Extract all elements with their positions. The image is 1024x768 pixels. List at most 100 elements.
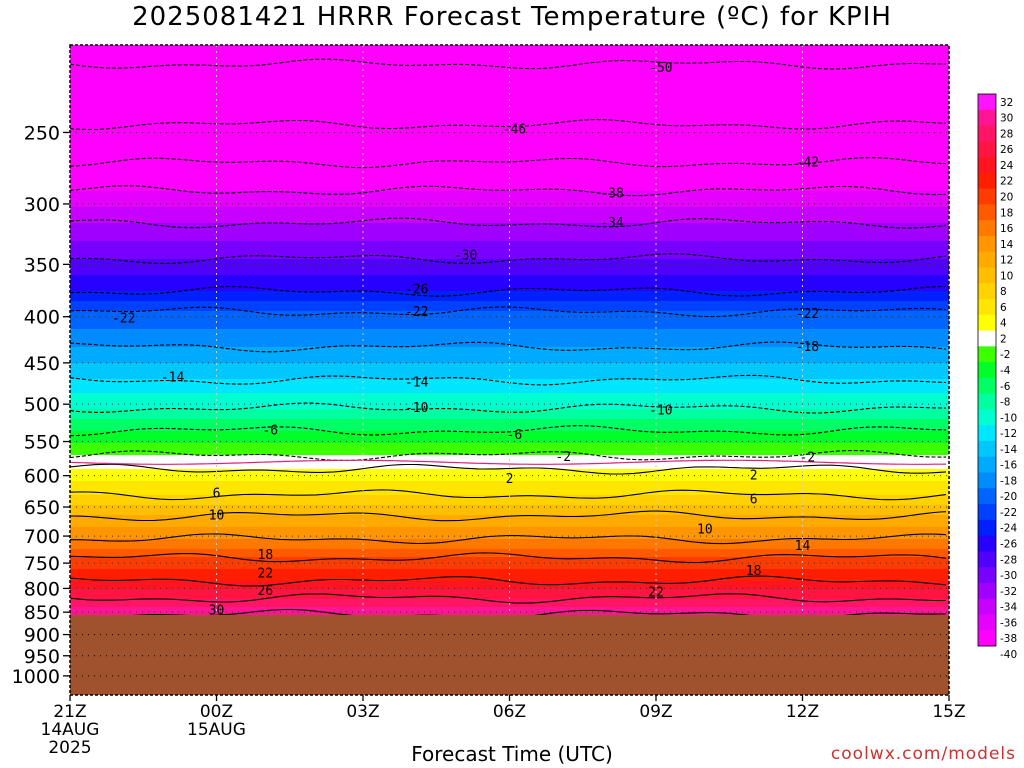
temperature-band	[70, 379, 949, 382]
colorbar-swatch	[978, 346, 996, 363]
temperature-band	[70, 187, 949, 190]
contour-label: -26	[405, 282, 428, 297]
temperature-band	[70, 101, 949, 104]
temperature-band	[70, 607, 949, 610]
isotherm-dashed	[70, 285, 947, 297]
temperature-band	[70, 397, 949, 400]
site-credit: coolwx.com/models	[830, 744, 1016, 764]
colorbar-label: -38	[1000, 633, 1017, 645]
x-tick-label: 06Z	[493, 702, 526, 722]
colorbar-label: -20	[1000, 491, 1017, 503]
temperature-band	[70, 97, 949, 100]
y-tick-label: 400	[24, 307, 60, 329]
x-tick-label: 09Z	[639, 702, 672, 722]
temperature-band	[70, 415, 949, 418]
isotherm-solid	[70, 575, 947, 587]
temperature-band	[70, 535, 949, 538]
temperature-band	[70, 119, 949, 122]
contour-label: -10	[405, 401, 428, 416]
temperature-band	[70, 323, 949, 326]
isotherm-dashed	[70, 341, 947, 353]
isotherm-dashed	[70, 253, 947, 265]
temperature-band	[70, 215, 949, 218]
temperature-band	[70, 595, 949, 598]
isotherm-solid	[70, 593, 947, 604]
temperature-band	[70, 175, 949, 178]
colorbar-swatch	[978, 314, 996, 331]
y-tick-label: 300	[24, 194, 60, 216]
colorbar-swatch	[978, 504, 996, 521]
contour-label: -18	[796, 340, 819, 355]
contour-label: 2	[506, 472, 514, 487]
temperature-band	[70, 481, 949, 484]
colorbar-label: -26	[1000, 538, 1017, 550]
colorbar-label: 14	[1000, 239, 1014, 251]
temperature-band	[70, 193, 949, 196]
temperature-band	[70, 421, 949, 424]
colorbar-label: -6	[1000, 381, 1011, 393]
temperature-band	[70, 353, 949, 356]
temperature-band	[70, 295, 949, 298]
colorbar-swatch	[978, 519, 996, 536]
colorbar-label: 30	[1000, 113, 1013, 125]
contour-label: -30	[454, 248, 477, 263]
x-tick-label: 03Z	[346, 702, 379, 722]
temperature-band	[70, 223, 949, 226]
temperature-band	[70, 355, 949, 358]
temperature-band	[70, 331, 949, 334]
colorbar-swatch	[978, 283, 996, 300]
temperature-band	[70, 499, 949, 502]
temperature-band	[70, 485, 949, 488]
temperature-band	[70, 359, 949, 362]
temperature-band	[70, 211, 949, 214]
contour-label: -6	[507, 428, 523, 443]
colorbar-swatch	[978, 440, 996, 458]
y-tick-label: 450	[24, 353, 60, 375]
colorbar-label: 2	[1000, 333, 1007, 345]
colorbar-swatch	[978, 409, 996, 426]
isotherm-dashed	[70, 58, 947, 70]
temperature-band	[70, 449, 949, 452]
contour-label: 30	[209, 603, 225, 618]
y-tick-label: 1000	[12, 666, 60, 688]
temperature-band	[70, 475, 949, 478]
temperature-band	[70, 85, 949, 88]
isotherm-dashed	[70, 374, 947, 386]
temperature-band	[70, 253, 949, 256]
y-tick-label: 550	[24, 432, 60, 454]
temperature-band	[70, 521, 949, 524]
isotherm-dashed	[70, 306, 947, 318]
temperature-band	[70, 473, 949, 476]
temperature-band	[70, 289, 949, 292]
temperature-band	[70, 305, 949, 308]
colorbar-label: -16	[1000, 460, 1017, 472]
contour-label: 10	[697, 522, 713, 537]
temperature-band	[70, 451, 949, 454]
temperature-band	[70, 437, 949, 440]
temperature-band	[70, 209, 949, 212]
temperature-band	[70, 565, 949, 568]
temperature-band	[70, 455, 949, 458]
temperature-band	[70, 47, 949, 50]
temperature-band	[70, 275, 949, 278]
temperature-band	[70, 235, 949, 238]
colorbar-swatch	[978, 630, 996, 647]
contour-label: -6	[262, 424, 278, 439]
temperature-band	[70, 55, 949, 58]
y-tick-label: 650	[24, 497, 60, 519]
temperature-band	[70, 365, 949, 368]
temperature-band	[70, 587, 949, 590]
temperature-band	[70, 163, 949, 166]
colorbar-swatch	[978, 330, 996, 347]
temperature-band	[70, 367, 949, 370]
temperature-band	[70, 263, 949, 266]
colorbar-swatch	[978, 235, 996, 253]
temperature-band	[70, 529, 949, 532]
temperature-band	[70, 293, 949, 296]
ground-grid-lines	[70, 634, 949, 677]
temperature-band	[70, 95, 949, 98]
ground-terrain	[70, 615, 949, 695]
contour-label: 10	[209, 508, 225, 523]
temperature-band	[70, 221, 949, 224]
colorbar-swatch	[978, 425, 996, 442]
